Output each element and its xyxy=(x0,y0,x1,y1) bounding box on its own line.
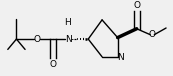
Text: O: O xyxy=(49,60,56,69)
Text: O: O xyxy=(149,30,156,39)
Text: O: O xyxy=(133,1,140,10)
Text: N: N xyxy=(117,53,124,62)
Text: N: N xyxy=(65,35,72,44)
Text: H: H xyxy=(64,18,71,27)
Text: O: O xyxy=(34,35,41,44)
